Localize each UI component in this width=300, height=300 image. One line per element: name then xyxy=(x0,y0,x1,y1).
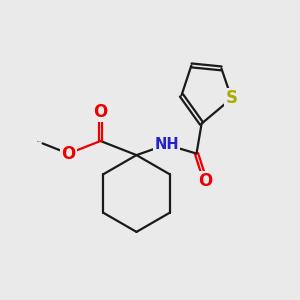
Text: O: O xyxy=(61,145,76,163)
Text: S: S xyxy=(226,89,238,107)
Text: methyl: methyl xyxy=(37,141,42,142)
Text: NH: NH xyxy=(154,137,179,152)
Text: O: O xyxy=(198,172,213,190)
Text: O: O xyxy=(93,103,108,121)
